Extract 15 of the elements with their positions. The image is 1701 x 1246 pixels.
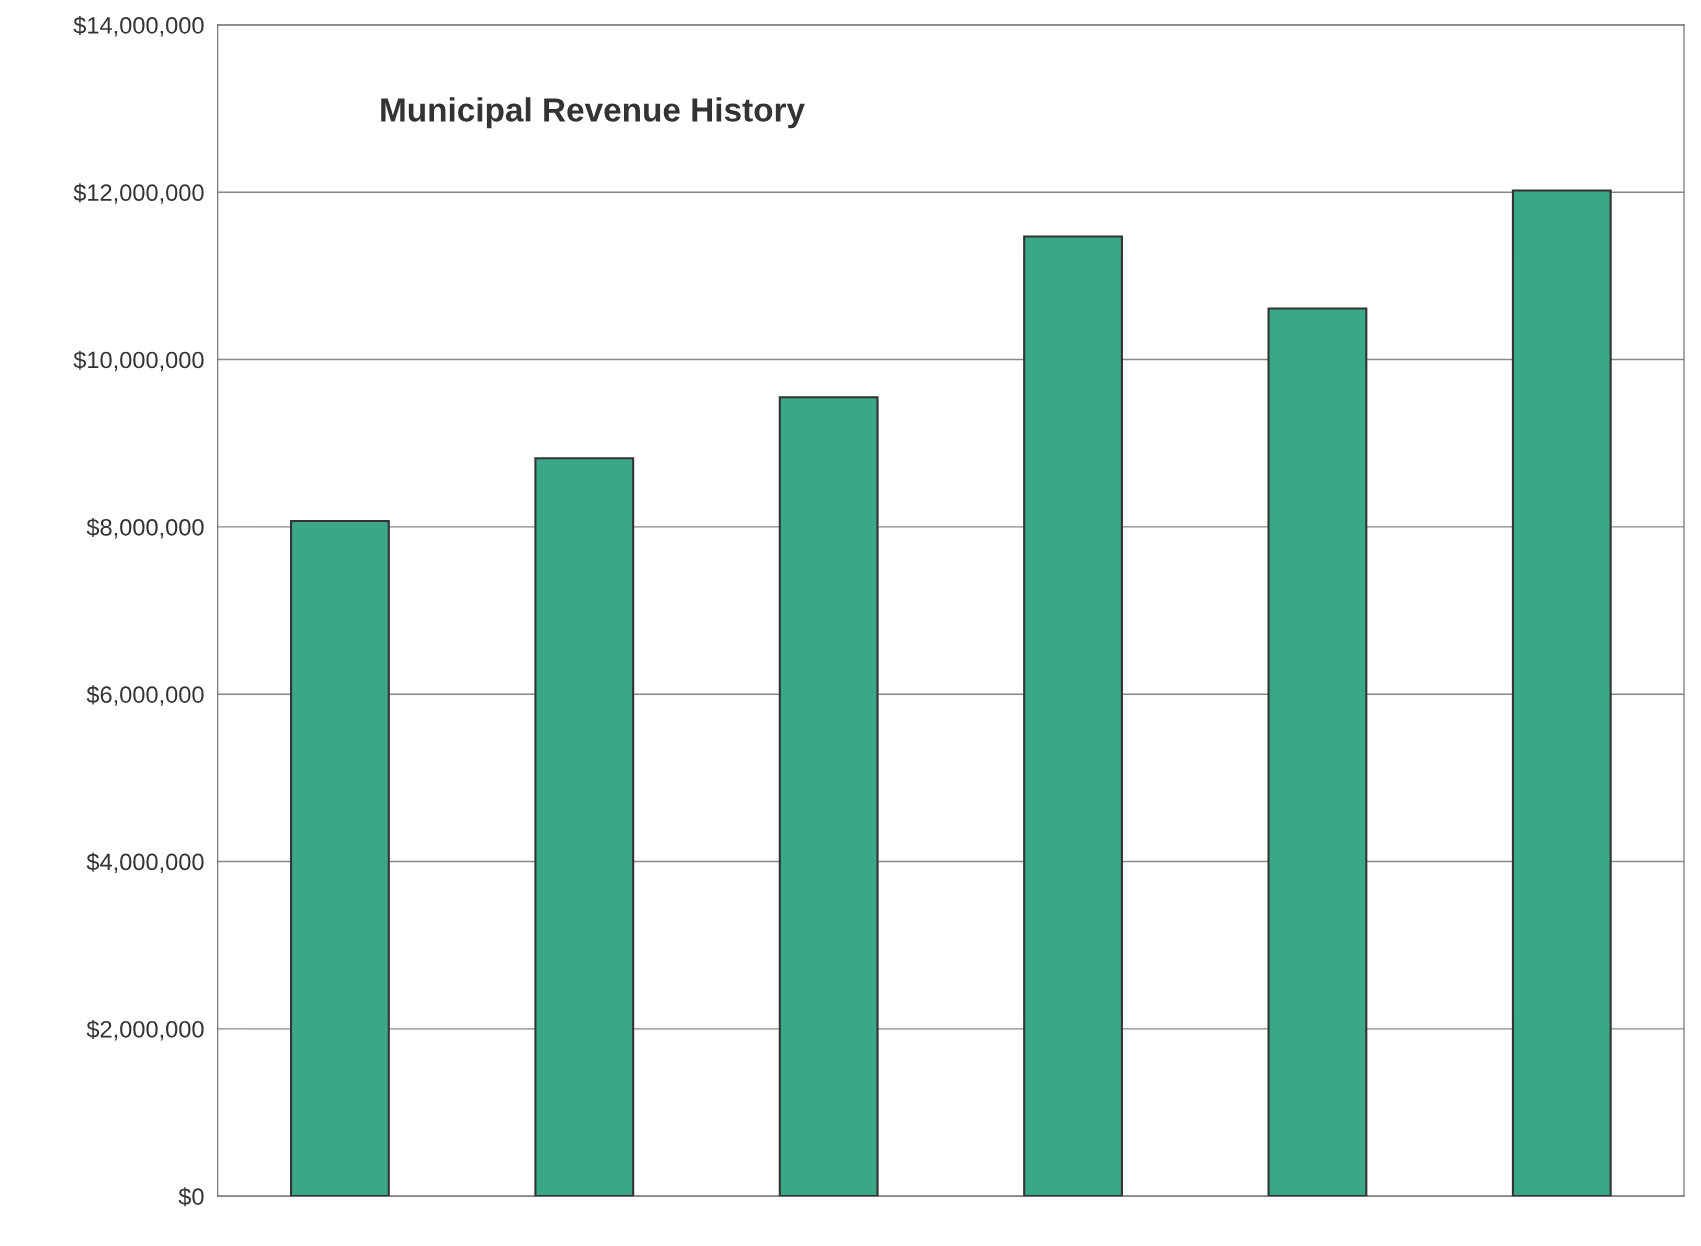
y-tick-label: $12,000,000 — [73, 183, 204, 204]
bar — [1267, 307, 1368, 1197]
bar — [1511, 189, 1612, 1197]
y-tick-label: $2,000,000 — [86, 1019, 204, 1041]
y-tick-label: $8,000,000 — [86, 517, 204, 539]
y-tick-label: $6,000,000 — [86, 685, 204, 706]
bar — [290, 519, 390, 1197]
bar — [778, 396, 879, 1197]
y-tick-label: $10,000,000 — [73, 350, 204, 372]
text: Municipal Revenue History — [381, 97, 805, 129]
y-tick-label: $0 — [178, 1187, 204, 1207]
y-tick-label: $14,000,000 — [73, 16, 204, 37]
y-tick-label: $4,000,000 — [86, 852, 204, 874]
bar — [1023, 235, 1123, 1197]
bar — [534, 457, 635, 1197]
